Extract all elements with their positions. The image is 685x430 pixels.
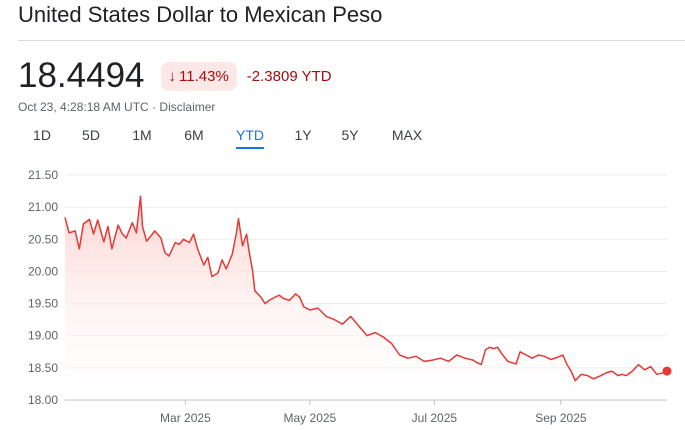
- ytd-change: -2.3809 YTD: [246, 67, 332, 85]
- page-title: United States Dollar to Mexican Peso: [18, 2, 383, 27]
- y-tick-label: 19.00: [28, 329, 58, 343]
- y-axis-labels: 21.50 21.00 20.50 20.00 19.50 19.00 18.50 18.00: [28, 168, 58, 407]
- chart-line: [64, 195, 668, 382]
- arrow-down-icon: ↓: [168, 67, 177, 85]
- tab-1d[interactable]: 1D: [33, 127, 51, 143]
- tab-1y[interactable]: 1Y: [294, 127, 312, 143]
- title-divider: [18, 40, 685, 41]
- y-tick-label: 18.00: [28, 393, 58, 407]
- y-tick-label: 21.00: [28, 200, 58, 214]
- current-value-dot[interactable]: [662, 366, 672, 376]
- y-tick-label: 20.00: [28, 264, 58, 278]
- tab-6m[interactable]: 6M: [184, 127, 204, 143]
- tab-1m[interactable]: 1M: [132, 127, 152, 143]
- disclaimer-link[interactable]: Disclaimer: [159, 100, 216, 114]
- price-chart[interactable]: 21.50 21.00 20.50 20.00 19.50 19.00 18.50 18.00…: [0, 160, 685, 430]
- meta-separator: ·: [148, 100, 160, 114]
- x-tick-label: Mar 2025: [160, 411, 211, 425]
- quote-row: 18.4494 ↓ 11.43% -2.3809 YTD: [18, 56, 332, 96]
- tab-5d[interactable]: 5D: [82, 127, 100, 143]
- percent-change-badge: ↓ 11.43%: [160, 61, 237, 91]
- x-tick-label: Jul 2025: [412, 411, 458, 425]
- x-tick-label: May 2025: [284, 411, 337, 425]
- tab-ytd[interactable]: YTD: [236, 127, 264, 149]
- x-axis-labels: Mar 2025 May 2025 Jul 2025 Sep 2025: [160, 411, 587, 425]
- y-tick-label: 18.50: [28, 361, 58, 375]
- y-tick-label: 21.50: [28, 168, 58, 182]
- tab-max[interactable]: MAX: [391, 127, 423, 143]
- y-tick-label: 19.50: [28, 297, 58, 311]
- tab-5y[interactable]: 5Y: [341, 127, 359, 143]
- chart-area-fill: [65, 196, 667, 400]
- timestamp: Oct 23, 4:28:18 AM UTC: [18, 100, 149, 114]
- current-price: 18.4494: [18, 56, 145, 95]
- x-tick-label: Sep 2025: [535, 411, 587, 425]
- quote-meta: Oct 23, 4:28:18 AM UTC · Disclaimer: [18, 100, 215, 114]
- percent-change-value: 11.43%: [179, 67, 229, 85]
- y-tick-label: 20.50: [28, 232, 58, 246]
